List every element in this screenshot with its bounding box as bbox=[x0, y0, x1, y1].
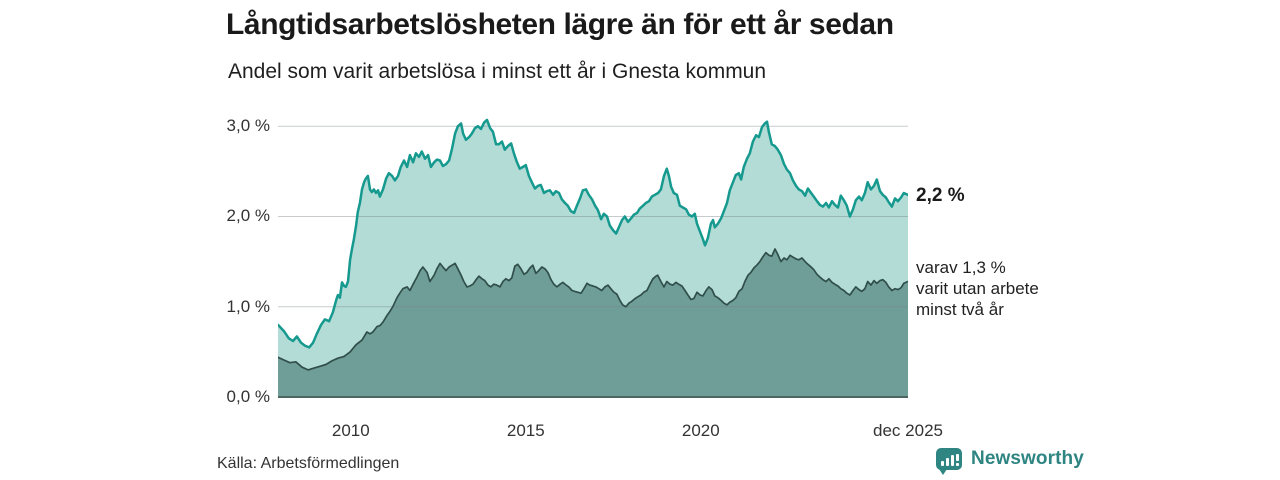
y-axis-label: 2,0 % bbox=[226, 206, 270, 226]
minst-tva-ar-fill bbox=[278, 249, 908, 397]
x-axis-label: 2015 bbox=[506, 421, 545, 440]
total-minst-ett-ar-line bbox=[276, 118, 910, 349]
annotation-line-2: varit utan arbete bbox=[916, 279, 1039, 298]
x-axis-label: 2020 bbox=[681, 421, 720, 440]
annotation-line-3: minst två år bbox=[916, 300, 1004, 319]
area-chart bbox=[276, 118, 910, 398]
newsworthy-logo: Newsworthy bbox=[936, 448, 1084, 475]
logo-wordmark: Newsworthy bbox=[971, 448, 1084, 469]
x-axis-label: 2010 bbox=[331, 421, 370, 440]
page-title: Långtidsarbetslösheten lägre än för ett … bbox=[226, 8, 894, 41]
y-axis-label: 1,0 % bbox=[226, 296, 270, 316]
y-axis-label: 0,0 % bbox=[226, 387, 270, 406]
source-note: Källa: Arbetsförmedlingen bbox=[217, 455, 400, 472]
annotation-line-1: varav 1,3 % bbox=[916, 258, 1006, 277]
secondary-series-annotation: varav 1,3 % varit utan arbete minst två … bbox=[916, 257, 1039, 320]
newsworthy-bar-chart-icon bbox=[936, 448, 962, 475]
y-axis-label: 3,0 % bbox=[226, 116, 270, 136]
latest-value-label: 2,2 % bbox=[916, 185, 965, 206]
chart-subtitle: Andel som varit arbetslösa i minst ett å… bbox=[228, 60, 767, 83]
plot-area bbox=[276, 110, 910, 400]
minst-tva-ar-line bbox=[277, 248, 909, 371]
x-axis-label: dec 2025 bbox=[873, 421, 943, 440]
